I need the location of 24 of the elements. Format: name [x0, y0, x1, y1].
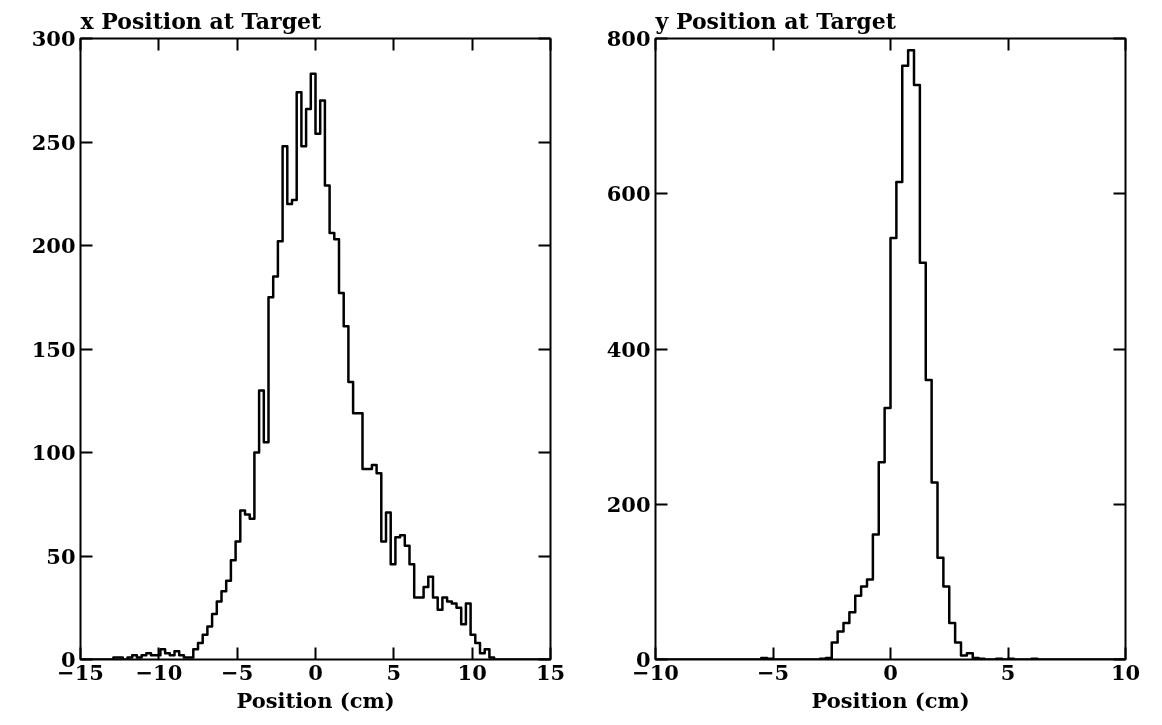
- x-axis-title: Position (cm): [236, 687, 395, 713]
- y-tick-label: 50: [46, 543, 76, 569]
- chart-title: x Position at Target: [80, 7, 323, 34]
- x-tick-label: 0: [883, 659, 898, 685]
- x-axis-title: Position (cm): [811, 687, 970, 713]
- y-tick-label: 800: [606, 26, 651, 51]
- y-tick-label: 200: [606, 491, 651, 517]
- x-tick-label: 5: [1000, 659, 1016, 685]
- y-tick-label: 100: [31, 440, 76, 465]
- x-tick-label: −10: [135, 659, 183, 685]
- y-tick-label: 300: [31, 26, 76, 51]
- y-tick-label: 150: [31, 336, 76, 362]
- y-tick-label: 250: [31, 129, 76, 155]
- y-tick-label: 600: [606, 181, 651, 207]
- y-tick-label: 400: [606, 336, 651, 362]
- x-tick-label: −5: [221, 659, 254, 685]
- y-tick-label: 200: [31, 233, 76, 258]
- chart-title: y Position at Target: [654, 7, 897, 34]
- x-tick-label: −5: [756, 659, 790, 685]
- x-tick-label: 10: [457, 659, 487, 685]
- x-tick-label: 0: [308, 659, 323, 685]
- x-tick-label: 10: [1110, 659, 1141, 685]
- x-tick-label: 15: [535, 659, 566, 685]
- x-tick-label: 5: [386, 659, 402, 685]
